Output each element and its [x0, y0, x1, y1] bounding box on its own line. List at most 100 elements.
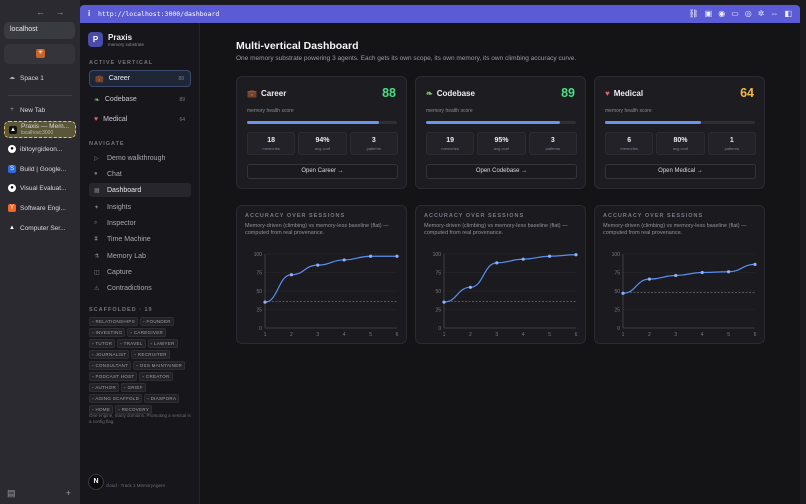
nav-label: Dashboard: [107, 186, 142, 194]
scaffolded-tag[interactable]: ▫ CAREGIVER: [127, 328, 167, 337]
tab-google[interactable]: S Build | Google...: [4, 161, 76, 177]
scaffolded-tag[interactable]: ▫ RECRUITER: [131, 350, 170, 359]
y-tick-label: 100: [254, 252, 263, 258]
x-tick-label: 2: [290, 332, 293, 338]
y-tick-label: 50: [435, 289, 441, 295]
memory-series-point: [468, 285, 472, 289]
tab-visual[interactable]: ● Visual Evaluat...: [4, 180, 76, 196]
github-icon: ●: [8, 145, 16, 153]
health-label: memory health score: [247, 108, 294, 114]
window-icon[interactable]: ▭: [731, 9, 739, 18]
nav-insights[interactable]: ✦ Insights: [89, 200, 191, 214]
scaffolded-tag[interactable]: ▫ FOUNDER: [140, 317, 174, 326]
globe-icon[interactable]: ◎: [744, 9, 752, 18]
health-label: memory health score: [605, 108, 652, 114]
scaffolded-tag[interactable]: ▫ RELATIONSHIPS: [89, 317, 139, 326]
plus-icon[interactable]: +: [65, 488, 71, 498]
vertical-medical[interactable]: ♥ Medical 64: [89, 111, 191, 128]
nav-label: Capture: [107, 268, 132, 276]
scaffolded-tag[interactable]: ▫ PODCAST HOST: [89, 372, 138, 381]
new-tab-button[interactable]: + New Tab: [4, 102, 76, 118]
nav-inspector[interactable]: ⌕ Inspector: [89, 216, 191, 230]
tab-title: ibitoyrgideon...: [20, 145, 63, 153]
play-icon: ▷: [94, 155, 99, 162]
link-icon[interactable]: ⛓: [688, 9, 699, 18]
screen-icon[interactable]: ▣: [704, 9, 713, 18]
scaffolded-tag[interactable]: ▫ GRIEF: [121, 383, 146, 392]
triangle-icon: ▲: [9, 225, 15, 231]
code-icon[interactable]: ⇔: [770, 9, 779, 18]
nav-dashboard[interactable]: ▦ Dashboard: [89, 183, 191, 197]
divider: [8, 95, 72, 96]
chat-icon: ●: [94, 171, 98, 177]
x-tick-label: 5: [727, 332, 730, 338]
claude-favicon-icon: ✳: [36, 49, 45, 58]
scaffolded-tag[interactable]: ▫ AUTHOR: [89, 383, 119, 392]
tab-computer[interactable]: ▲ Computer Ser...: [4, 220, 76, 236]
open-vertical-button[interactable]: Open Medical →: [605, 164, 756, 179]
camera-icon[interactable]: ◉: [718, 9, 726, 18]
vertical-codebase[interactable]: ❧ Codebase 89: [89, 91, 191, 108]
hourglass-icon: ⧗: [94, 235, 99, 242]
nav-chat[interactable]: ● Chat: [89, 167, 191, 181]
address-url[interactable]: http://localhost:3000/dashboard: [98, 10, 220, 18]
tab-github[interactable]: ● ibitoyrgideon...: [4, 141, 76, 157]
pinned-tab[interactable]: ✳: [4, 44, 75, 64]
tab-praxis[interactable]: ▲ Praxis — Mem... localhost:3000: [4, 121, 76, 138]
memory-series-point: [727, 270, 731, 274]
card-name-text: Codebase: [436, 89, 475, 98]
y-tick-label: 100: [433, 252, 442, 258]
open-vertical-button[interactable]: Open Codebase →: [426, 164, 577, 179]
card-stats: 18 memories 94% avg conf 3 patterns: [247, 132, 398, 155]
nav-contradictions[interactable]: ⚠ Contradictions: [89, 281, 191, 295]
address-bar[interactable]: i http://localhost:3000/dashboard ⛓ ▣ ◉ …: [80, 5, 800, 23]
y-tick-label: 0: [438, 326, 441, 332]
health-bar-fill: [426, 121, 560, 124]
scaffolded-tag[interactable]: ▫ LAWYER: [147, 339, 178, 348]
nav-capture[interactable]: ◫ Capture: [89, 265, 191, 279]
brand[interactable]: P Praxis memory substrate: [88, 32, 144, 47]
tab-yc[interactable]: Y Software Engi...: [4, 200, 76, 216]
open-vertical-button[interactable]: Open Career →: [247, 164, 398, 179]
stat-label: memories: [262, 146, 280, 151]
heart-icon: ♥: [94, 116, 99, 123]
nav-label: Time Machine: [107, 235, 151, 243]
scaffolded-tag[interactable]: ▫ TRAVEL: [117, 339, 146, 348]
stat-value: 3: [371, 137, 376, 144]
stat-value: 94%: [315, 137, 330, 144]
brand-name: Praxis: [108, 32, 133, 42]
scaffolded-tag[interactable]: ▫ INVESTING: [89, 328, 126, 337]
archive-icon[interactable]: ▤: [7, 488, 16, 498]
scaffolded-tag[interactable]: ▫ JOURNALIST: [89, 350, 130, 359]
health-bar-fill: [605, 121, 701, 124]
scaffolded-tag[interactable]: ▫ CREATOR: [139, 372, 173, 381]
sparkle-icon: ✦: [94, 204, 100, 211]
scaffolded-tag[interactable]: ▫ OSS MAINTAINER: [133, 361, 186, 370]
brand-tagline: memory substrate: [108, 41, 145, 47]
nav-label: Memory Lab: [107, 252, 146, 260]
vertical-count: 89: [179, 96, 185, 103]
space-item[interactable]: ☁ Space 1: [4, 70, 76, 86]
nav-time-machine[interactable]: ⧗ Time Machine: [89, 232, 191, 246]
sidebar-icon[interactable]: ◧: [784, 9, 792, 18]
url-pill[interactable]: localhost: [4, 22, 75, 39]
scaffolded-tag[interactable]: ▫ AGING SCAFFOLD: [89, 394, 143, 403]
scaffolded-tag[interactable]: ▫ TUTOR: [89, 339, 116, 348]
app-sidebar: P Praxis memory substrate ACTIVE VERTICA…: [80, 23, 200, 504]
stat-label: patterns: [366, 146, 382, 151]
nav-demo-walkthrough[interactable]: ▷ Demo walkthrough: [89, 151, 191, 165]
nav-memory-lab[interactable]: ⚗ Memory Lab: [89, 249, 191, 263]
scaffolded-tag[interactable]: ▫ CONSULTANT: [89, 361, 132, 370]
scaffolded-tag[interactable]: ▫ RECOVERY: [115, 405, 153, 414]
vertical-career[interactable]: 💼 Career 88: [89, 70, 191, 87]
card-name: 💼 Career: [247, 89, 286, 98]
scaffolded-tag[interactable]: ▫ HOME: [89, 405, 114, 414]
avatar[interactable]: N: [88, 474, 104, 490]
x-tick-label: 6: [396, 332, 399, 338]
info-icon[interactable]: i: [88, 9, 91, 18]
tab-title: Build | Google...: [20, 165, 67, 173]
gear-icon[interactable]: ✲: [757, 9, 765, 18]
memory-series-point: [521, 257, 525, 261]
scaffolded-tag[interactable]: ▫ DIASPORA: [144, 394, 180, 403]
